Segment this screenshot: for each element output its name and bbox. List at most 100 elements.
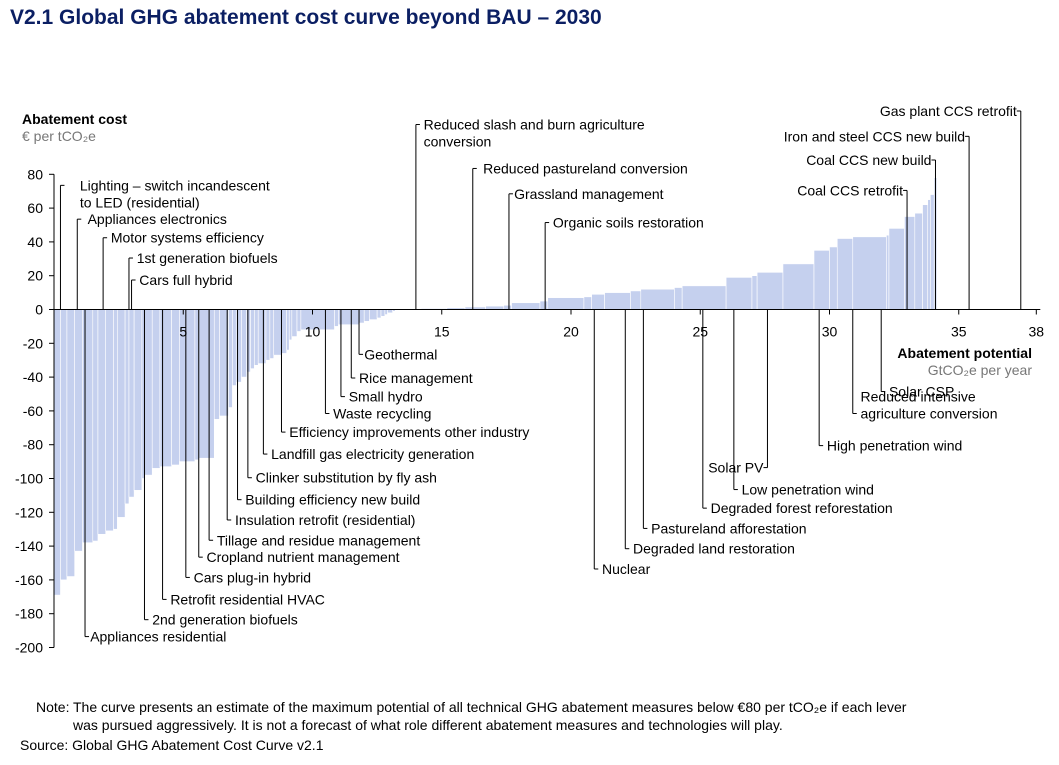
- callout-label: High penetration wind: [827, 438, 962, 454]
- callout-label-line2: agriculture conversion: [861, 406, 998, 422]
- callout-label: Coal CCS retrofit: [797, 182, 903, 198]
- callout-label: Waste recycling: [333, 406, 431, 422]
- bar: [886, 234, 890, 310]
- bar: [681, 285, 727, 310]
- axes-group: 80 60 40 20 0 -20 -40 -60 -80 -100 -120 -140 -160 -18…: [15, 166, 1044, 655]
- bar: [591, 293, 605, 310]
- bar: [241, 309, 247, 378]
- y-tick-label: -80: [23, 437, 43, 453]
- bar: [273, 309, 282, 356]
- callout-label: Degraded forest reforestation: [711, 500, 893, 516]
- x-tick-label: 35: [951, 324, 967, 340]
- bar: [363, 309, 370, 322]
- callout-label: Gas plant CCS retrofit: [880, 103, 1017, 119]
- callout-label: Small hydro: [349, 389, 423, 405]
- bar: [92, 309, 99, 542]
- bar: [539, 300, 549, 310]
- bar: [257, 309, 267, 364]
- bar: [235, 309, 242, 383]
- bar: [376, 309, 382, 319]
- callout-label: Motor systems efficiency: [111, 230, 264, 246]
- bar: [60, 309, 68, 581]
- note-label: Note:: [36, 699, 70, 715]
- bars-group: [53, 177, 938, 596]
- callout-label: Reduced slash and burn agriculture: [424, 117, 645, 133]
- bar: [296, 309, 302, 332]
- bar: [213, 309, 220, 420]
- x-tick-label: 5: [179, 324, 187, 340]
- source-line: Source: Global GHG Abatement Cost Curve …: [20, 737, 324, 753]
- abatement-cost-curve-chart: Abatement cost € per tCO₂e Abatement pot…: [15, 103, 1044, 656]
- bar: [358, 309, 365, 324]
- y-axis-unit: € per tCO₂e: [22, 128, 96, 144]
- y-tick-label: 20: [27, 268, 43, 284]
- x-tick-label: 10: [305, 324, 321, 340]
- bar: [503, 304, 512, 310]
- bar: [485, 305, 505, 310]
- bar: [380, 309, 386, 317]
- bar: [97, 309, 107, 535]
- x-tick-label: 15: [434, 324, 450, 340]
- bar: [246, 309, 251, 373]
- bar: [66, 309, 75, 577]
- bar: [228, 309, 233, 408]
- bar: [232, 309, 237, 386]
- y-tick-label: -40: [23, 369, 43, 385]
- bar: [171, 309, 180, 466]
- callout-label: Reduced intensive: [861, 389, 976, 405]
- bar: [269, 309, 275, 359]
- y-tick-label: -200: [15, 640, 43, 656]
- callout-label: Pastureland afforestation: [651, 520, 806, 536]
- bar: [198, 309, 215, 459]
- callout-label: Solar PV: [708, 460, 764, 476]
- bar: [265, 309, 271, 361]
- callout-label: Iron and steel CCS new build: [784, 128, 965, 144]
- y-tick-label: -100: [15, 471, 43, 487]
- note-line-2: was pursued aggressively. It is not a fo…: [73, 717, 783, 733]
- bar: [117, 309, 126, 518]
- bar: [640, 288, 675, 310]
- bar: [852, 236, 887, 310]
- bar: [105, 309, 114, 532]
- bar: [151, 309, 161, 469]
- callout-label: Rice management: [359, 370, 473, 386]
- bar: [813, 250, 830, 310]
- x-tick-label: 20: [563, 324, 579, 340]
- bar: [144, 309, 153, 476]
- bar: [387, 309, 393, 314]
- x-axis-title: Abatement potential: [897, 345, 1032, 361]
- callout-label-line2: conversion: [424, 134, 492, 150]
- callout-label: Geothermal: [364, 346, 437, 362]
- callout-label: Efficiency improvements other industry: [289, 424, 529, 440]
- y-tick-label: -140: [15, 538, 43, 554]
- callout-label: Cropland nutrient management: [207, 549, 400, 565]
- bar: [369, 309, 378, 320]
- bar: [922, 204, 929, 310]
- bar: [113, 309, 118, 530]
- bar: [254, 309, 259, 366]
- x-tick-label: 38: [1029, 324, 1045, 340]
- bar: [927, 199, 931, 310]
- callout-label: Solar CSP: [889, 384, 954, 400]
- bar: [338, 309, 360, 326]
- bar: [930, 194, 935, 310]
- bar: [751, 275, 758, 310]
- bar: [288, 309, 293, 341]
- y-tick-label: -60: [23, 403, 43, 419]
- bar: [53, 309, 61, 596]
- bar: [281, 309, 287, 354]
- callout-label-line2: to LED (residential): [80, 194, 200, 210]
- callout-label: Tillage and residue management: [217, 532, 420, 548]
- callout-label: Clinker substitution by fly ash: [256, 470, 437, 486]
- bar: [511, 302, 541, 310]
- chart-title: V2.1 Global GHG abatement cost curve bey…: [10, 6, 602, 29]
- bar: [128, 309, 135, 498]
- bar: [725, 277, 753, 310]
- callout-label: Organic soils restoration: [553, 215, 704, 231]
- bar: [782, 263, 815, 310]
- bar: [250, 309, 255, 369]
- callout-label: Cars plug-in hybrid: [194, 569, 312, 585]
- y-tick-label: -20: [23, 335, 43, 351]
- bar: [674, 287, 683, 310]
- callout-label: Landfill gas electricity generation: [271, 446, 474, 462]
